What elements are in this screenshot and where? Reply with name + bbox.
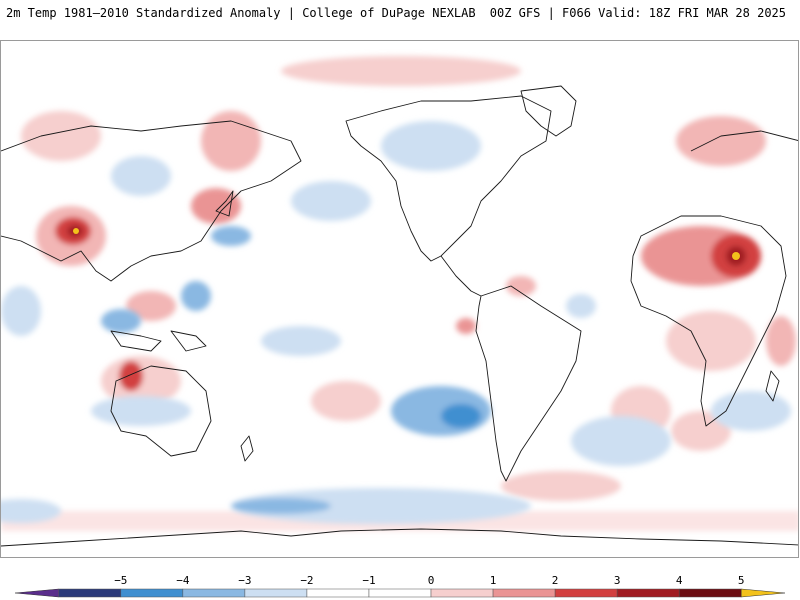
colorbar-tick-label: 4 [676, 574, 683, 587]
anomaly-map [0, 40, 799, 558]
colorbar-tick-label: 2 [552, 574, 559, 587]
colorbar-segment [120, 588, 184, 598]
colorbar-tick-label: 5 [738, 574, 745, 587]
colorbar-tick-label: −1 [362, 574, 375, 587]
colorbar-segment [244, 588, 308, 598]
colorbar-tick-label: 1 [490, 574, 497, 587]
colorbar-tick-label: 0 [428, 574, 435, 587]
colorbar-segment [430, 588, 494, 598]
map-title: 2m Temp 1981–2010 Standardized Anomaly |… [6, 6, 476, 20]
colorbar-tick-label: −4 [176, 574, 190, 587]
coastline-outlines [1, 85, 798, 547]
colorbar-segment [58, 588, 122, 598]
colorbar-segment [616, 588, 680, 598]
colorbar-segment [554, 588, 618, 598]
colorbar-segment [678, 588, 742, 598]
anomaly-colorbar: −5 −4 −3 −2 −1 0 1 2 3 4 5 [0, 570, 800, 600]
colorbar-tick-label: −3 [238, 574, 251, 587]
warm-anomaly-fields [1, 56, 798, 531]
cold-anomaly-fields [1, 121, 791, 524]
colorbar-tick-label: −2 [300, 574, 313, 587]
colorbar-segment [182, 588, 246, 598]
colorbar-min-arrow [14, 588, 60, 598]
colorbar-tick-label: 3 [614, 574, 621, 587]
model-run-valid-time: 00Z GFS | F066 Valid: 18Z FRI MAR 28 202… [489, 6, 786, 20]
colorbar-segment [492, 588, 556, 598]
extreme-anomaly-spots [73, 228, 740, 260]
colorbar-segment [306, 588, 370, 598]
colorbar-segment [368, 588, 432, 598]
colorbar-tick-label: −5 [114, 574, 127, 587]
colorbar-max-arrow [740, 588, 786, 598]
